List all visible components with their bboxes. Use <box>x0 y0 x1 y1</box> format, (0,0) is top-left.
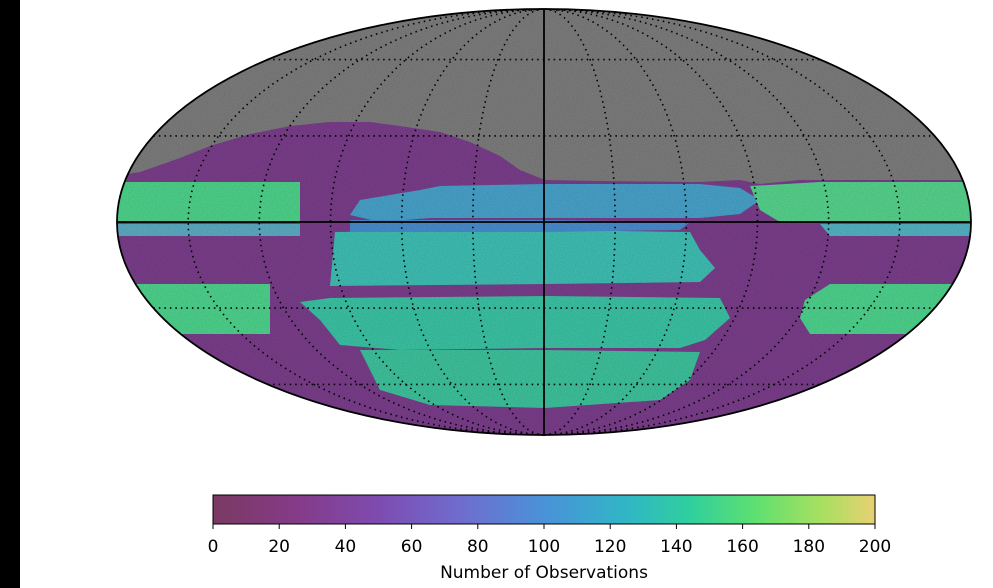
left-edge-bar <box>0 0 20 588</box>
colorbar-tick-label: 200 <box>858 537 892 557</box>
colorbar-tick-label: 80 <box>466 537 489 557</box>
meridian-line <box>258 8 545 436</box>
colorbar-label: Number of Observations <box>440 563 648 583</box>
colorbar-tick-label: 140 <box>660 537 693 557</box>
colorbar-tick-label: 160 <box>726 537 759 557</box>
colorbar-ticks <box>212 524 876 529</box>
meridian-line <box>187 8 545 436</box>
noise-overlay <box>117 9 971 435</box>
colorbar-tick-label: 20 <box>268 537 291 557</box>
colorbar-tick-label: 40 <box>334 537 357 557</box>
colorbar-tick-label: 60 <box>400 537 423 557</box>
colorbar-tick-label: 120 <box>593 537 627 557</box>
sky-region <box>117 9 971 435</box>
colorbar-tick-label: 100 <box>527 537 561 557</box>
map-outline <box>116 8 972 436</box>
colorbar <box>212 494 876 525</box>
colorbar-tick-label: 180 <box>792 537 826 557</box>
meridian-line <box>543 8 830 436</box>
colorbar-tick-label: 0 <box>207 537 219 557</box>
